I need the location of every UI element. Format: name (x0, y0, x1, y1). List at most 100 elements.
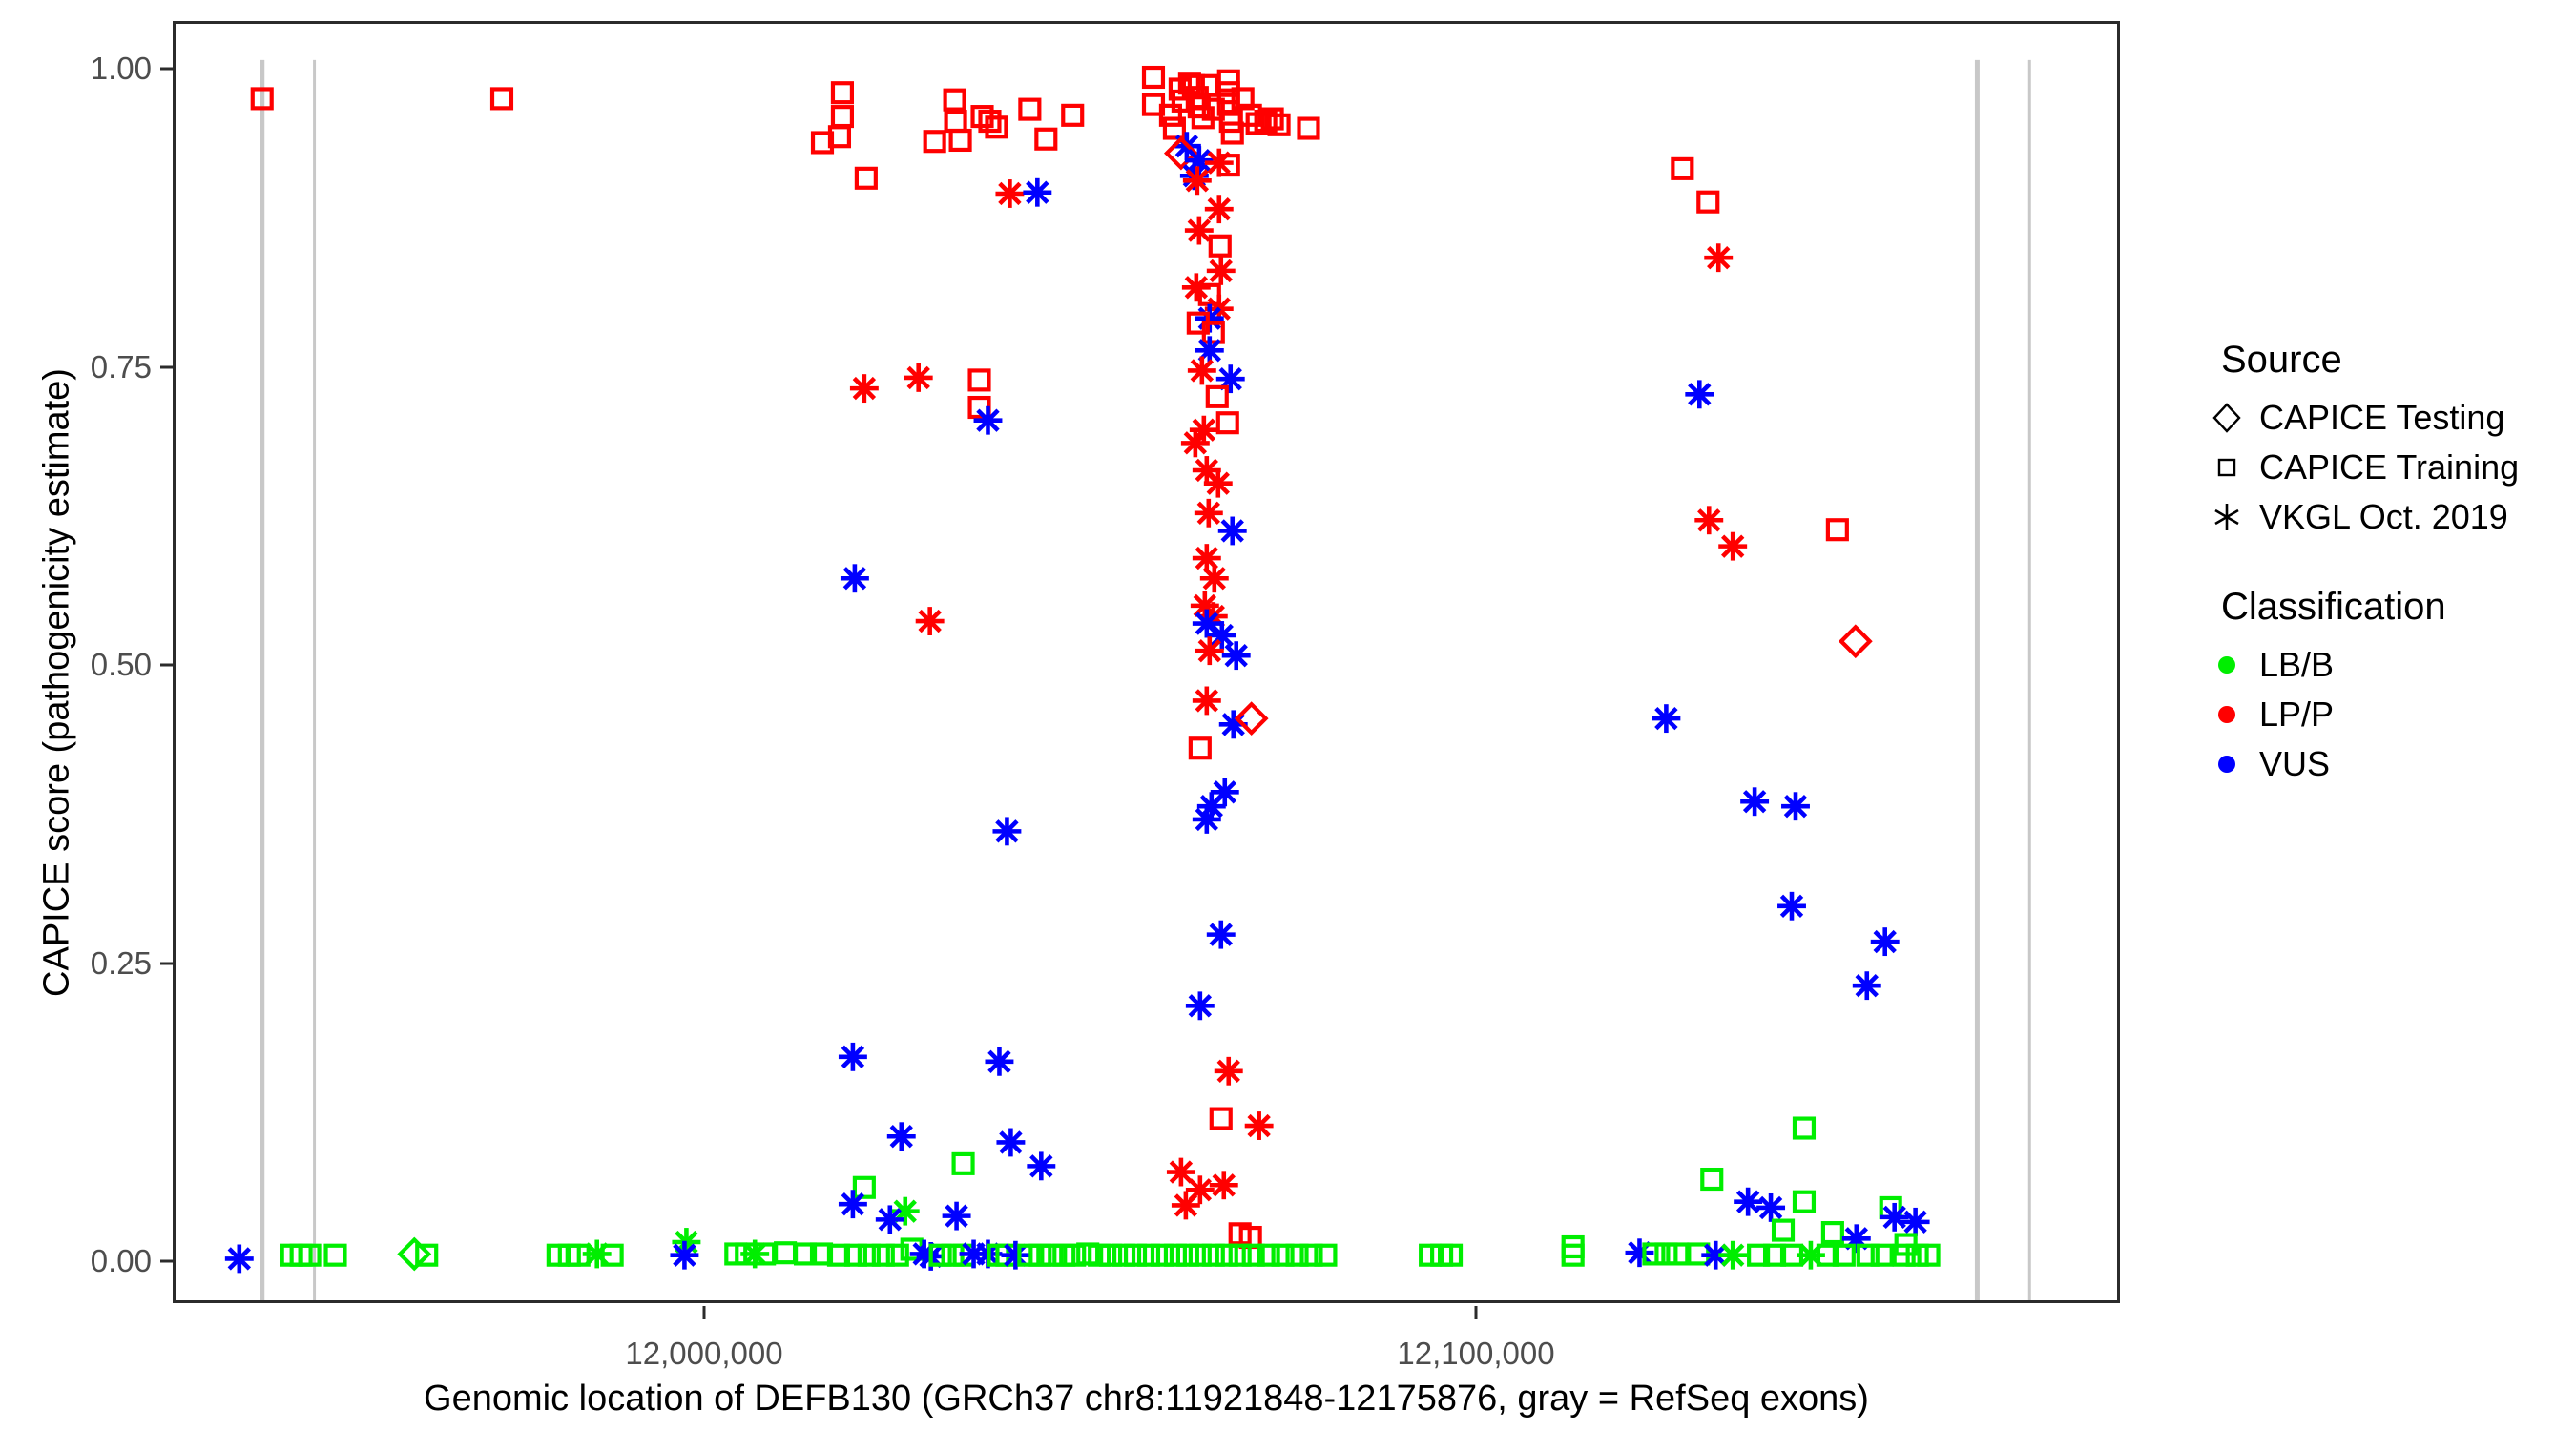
legend-item-vkgl[interactable]: VKGL Oct. 2019 (2194, 492, 2576, 542)
data-point (1734, 1187, 1763, 1216)
data-point (1206, 256, 1236, 285)
data-point (1206, 920, 1236, 949)
data-point (985, 115, 1008, 139)
data-point (1136, 1243, 1161, 1267)
data-points-layer (224, 59, 2031, 1300)
data-point (1704, 243, 1734, 273)
data-point (1203, 468, 1233, 498)
legend-item-lpp[interactable]: LP/P (2194, 690, 2576, 739)
data-point (1162, 116, 1186, 140)
data-point (1216, 154, 1240, 177)
data-point (992, 817, 1022, 846)
data-point (1901, 1207, 1930, 1236)
data-point (885, 1243, 909, 1267)
data-point (1838, 624, 1873, 659)
legend-label-vkgl: VKGL Oct. 2019 (2259, 497, 2508, 536)
data-point (849, 374, 879, 404)
legend-label-capice-training: CAPICE Training (2259, 447, 2520, 487)
legend-item-capice-training[interactable]: CAPICE Training (2194, 443, 2576, 492)
data-point (1257, 1243, 1280, 1267)
x-tick-label: 12,100,000 (1397, 1336, 1555, 1371)
data-point (1825, 518, 1849, 542)
data-point (1201, 1243, 1225, 1267)
data-point (1123, 1243, 1148, 1267)
data-point (1181, 273, 1211, 302)
data-point (1267, 113, 1291, 136)
legend-label-lbb: LB/B (2259, 645, 2335, 684)
data-point (1175, 1243, 1199, 1267)
data-point (1561, 1243, 1585, 1267)
y-tick-label: 0.25 (90, 944, 152, 981)
data-point (1150, 1243, 1174, 1267)
data-point (1027, 1151, 1056, 1181)
data-point (489, 87, 514, 111)
data-point (840, 564, 869, 593)
data-point (1214, 1056, 1243, 1086)
data-point (852, 1175, 876, 1199)
data-point (600, 1243, 624, 1267)
data-point (996, 1128, 1026, 1157)
legend-item-lbb[interactable]: LB/B (2194, 640, 2576, 690)
data-point (871, 1243, 895, 1267)
data-point (1792, 1116, 1817, 1140)
data-point (1820, 1221, 1844, 1245)
data-point (1207, 621, 1236, 650)
data-point (1199, 564, 1229, 593)
y-tick-mark (160, 67, 173, 71)
data-point (944, 110, 967, 134)
legend: Source CAPICE Testing CAPICE Training (2194, 339, 2576, 833)
data-point (843, 1243, 867, 1267)
data-point (830, 81, 855, 105)
data-point (397, 1236, 432, 1272)
y-tick-mark (160, 962, 173, 965)
legend-group-source: Source CAPICE Testing CAPICE Training (2194, 339, 2576, 542)
data-point (857, 1243, 881, 1267)
data-point (1163, 135, 1198, 171)
data-point (1204, 195, 1234, 224)
data-point (1856, 1243, 1880, 1267)
data-point (1192, 804, 1221, 834)
data-point (1917, 1243, 1941, 1267)
data-point (1180, 428, 1210, 458)
legend-item-capice-testing[interactable]: CAPICE Testing (2194, 393, 2576, 443)
data-point (948, 128, 972, 153)
data-point (1194, 498, 1223, 528)
red-dot-icon (2194, 690, 2259, 739)
data-point (830, 105, 855, 129)
data-point (1181, 73, 1205, 97)
data-point (1209, 1171, 1238, 1200)
data-point (1892, 1243, 1916, 1267)
data-point (1099, 1243, 1123, 1267)
data-point (1205, 384, 1229, 408)
data-point (1792, 1190, 1817, 1213)
data-point (1260, 107, 1284, 131)
data-point (810, 131, 835, 155)
data-point (1671, 156, 1694, 180)
data-point (1777, 891, 1806, 921)
legend-label-capice-testing: CAPICE Testing (2259, 398, 2505, 437)
data-point (928, 1243, 952, 1267)
data-point (1756, 1192, 1786, 1222)
y-tick-label: 0.00 (90, 1243, 152, 1279)
y-tick-mark (160, 663, 173, 667)
y-tick-label: 0.50 (90, 647, 152, 683)
data-point (1216, 69, 1240, 93)
x-axis-label: Genomic location of DEFB130 (GRCh37 chr8… (424, 1379, 1869, 1419)
data-point (1234, 701, 1269, 736)
data-point (923, 130, 946, 154)
data-point (854, 166, 878, 190)
data-point (942, 1201, 971, 1231)
data-point (1297, 116, 1320, 140)
data-point (1870, 927, 1900, 957)
data-point (793, 1242, 818, 1266)
data-point (224, 1244, 254, 1274)
data-point (1188, 1243, 1212, 1267)
plot-area (176, 24, 2117, 1300)
data-point (1215, 1243, 1238, 1267)
data-point (1781, 792, 1810, 821)
data-point (875, 1205, 904, 1234)
data-point (1208, 234, 1232, 258)
data-point (1063, 1243, 1087, 1267)
legend-item-vus[interactable]: VUS (2194, 739, 2576, 789)
data-point (1163, 1243, 1187, 1267)
